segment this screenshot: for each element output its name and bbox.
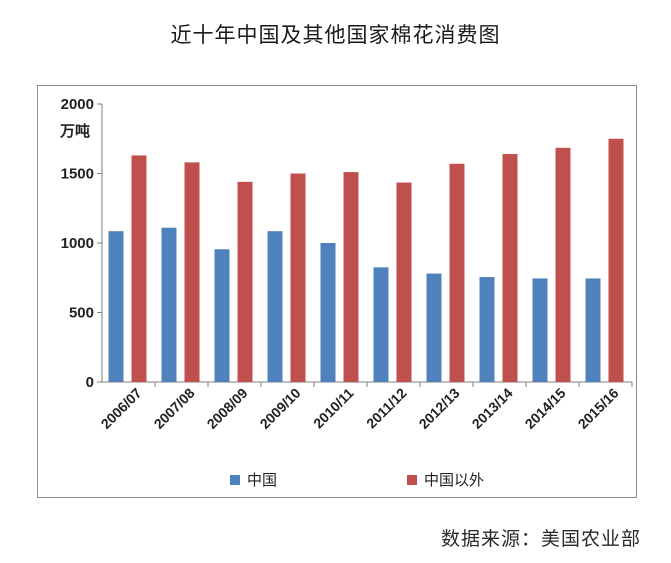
bar-china-2014-15 bbox=[532, 278, 548, 382]
x-tick-label: 2010/11 bbox=[310, 385, 357, 432]
bar-rest-of-world-2011-12 bbox=[396, 182, 412, 382]
bar-rest-of-world-2007-08 bbox=[184, 162, 200, 382]
x-tick-label: 2014/15 bbox=[522, 385, 569, 432]
bar-rest-of-world-2012-13 bbox=[449, 163, 465, 382]
data-source: 数据来源：美国农业部 bbox=[440, 528, 641, 550]
x-tick-label: 2011/12 bbox=[363, 385, 410, 432]
x-tick-label: 2012/13 bbox=[416, 385, 463, 432]
y-tick-label: 1000 bbox=[61, 235, 94, 252]
chart-legend: 中国 中国以外 bbox=[230, 471, 484, 489]
bar-china-2008-09 bbox=[214, 249, 230, 382]
chart-axes bbox=[97, 103, 633, 387]
bar-china-2015-16 bbox=[585, 278, 601, 382]
x-tick-label: 2009/10 bbox=[257, 385, 304, 432]
bar-china-2007-08 bbox=[161, 227, 177, 382]
y-tick-label: 2000 bbox=[61, 96, 94, 113]
bar-rest-of-world-2014-15 bbox=[555, 147, 571, 382]
bar-china-2013-14 bbox=[479, 277, 495, 382]
x-tick-label: 2006/07 bbox=[98, 385, 145, 432]
legend-label-rest-of-world: 中国以外 bbox=[424, 471, 484, 489]
legend-label-china: 中国 bbox=[247, 471, 277, 489]
bar-rest-of-world-2013-14 bbox=[502, 154, 518, 382]
legend-swatch-rest-of-world bbox=[407, 475, 417, 485]
y-tick-label: 0 bbox=[86, 374, 94, 391]
bar-rest-of-world-2015-16 bbox=[608, 138, 624, 382]
bar-rest-of-world-2008-09 bbox=[237, 181, 253, 382]
bar-china-2006-07 bbox=[108, 231, 124, 382]
chart-bars bbox=[108, 138, 624, 382]
y-tick-label: 500 bbox=[69, 305, 94, 322]
bar-rest-of-world-2006-07 bbox=[131, 155, 147, 382]
x-tick-label: 2015/16 bbox=[575, 385, 622, 432]
bar-china-2011-12 bbox=[373, 267, 389, 382]
bar-china-2009-10 bbox=[267, 231, 283, 382]
x-tick-label: 2013/14 bbox=[469, 385, 516, 432]
bar-rest-of-world-2010-11 bbox=[343, 172, 359, 382]
chart-title: 近十年中国及其他国家棉花消费图 bbox=[170, 23, 501, 47]
bar-china-2012-13 bbox=[426, 273, 442, 382]
x-tick-label: 2008/09 bbox=[204, 385, 251, 432]
y-axis-unit-label: 万吨 bbox=[59, 122, 90, 140]
bar-rest-of-world-2009-10 bbox=[290, 173, 306, 382]
y-tick-label: 1500 bbox=[61, 166, 94, 183]
legend-swatch-china bbox=[230, 475, 240, 485]
bar-china-2010-11 bbox=[320, 243, 336, 382]
x-tick-label: 2007/08 bbox=[151, 385, 198, 432]
